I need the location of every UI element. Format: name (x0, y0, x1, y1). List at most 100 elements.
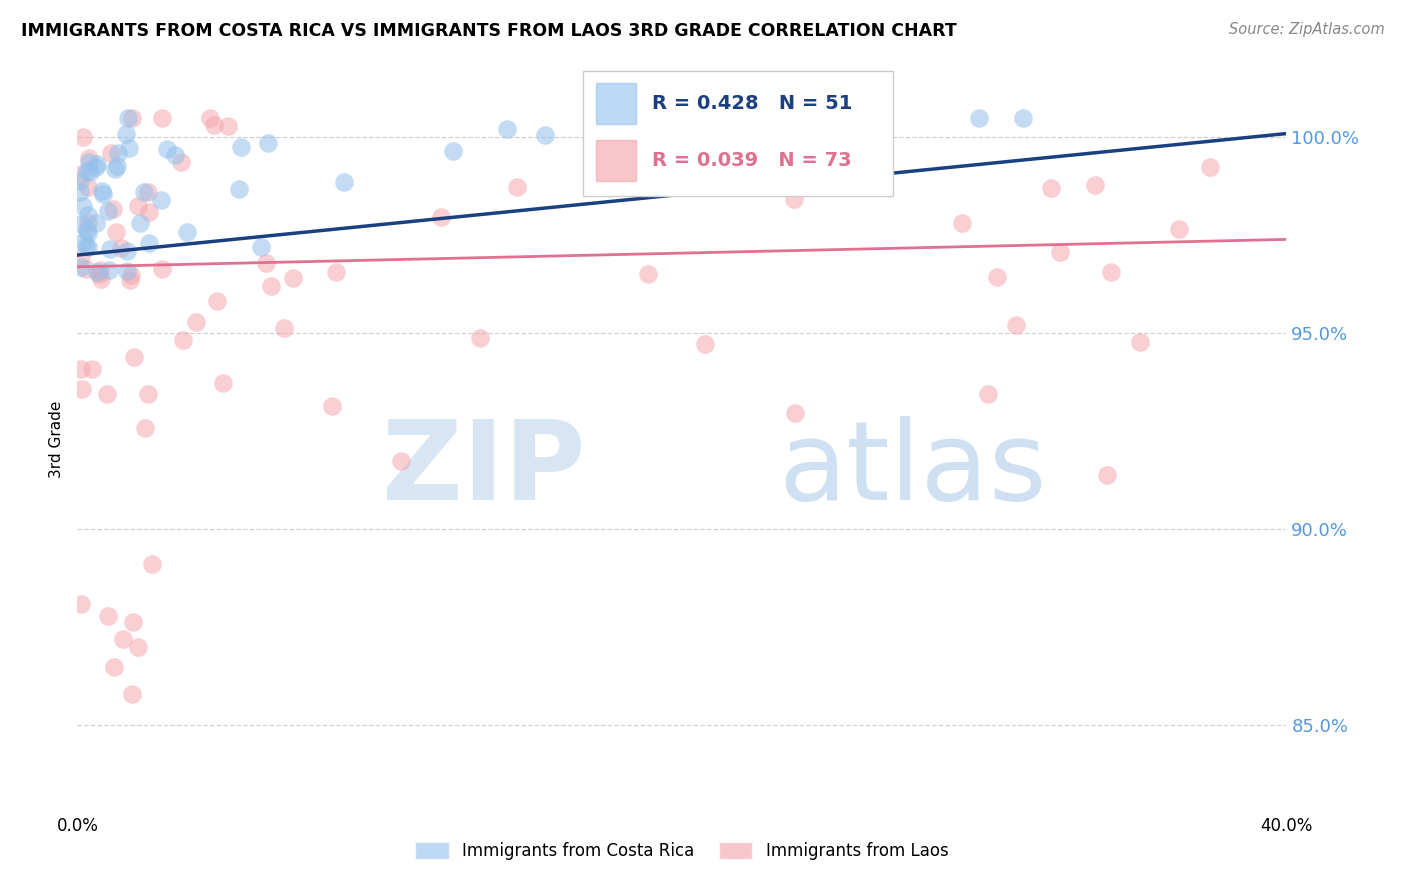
Point (84, 161, 107, 175)
Point (77, 216, 100, 230)
Text: IMMIGRANTS FROM COSTA RICA VS IMMIGRANTS FROM LAOS 3RD GRADE CORRELATION CHART: IMMIGRANTS FROM COSTA RICA VS IMMIGRANTS… (21, 22, 957, 40)
Point (97, 262, 120, 277)
Point (69, 260, 91, 274)
Point (205, 294, 228, 309)
Point (69, 169, 91, 183)
Point (1005, 318, 1028, 332)
Point (967, 111, 990, 125)
Point (588, 167, 610, 181)
Point (91, 184, 114, 198)
Point (1199, 160, 1222, 174)
Text: atlas: atlas (779, 416, 1047, 523)
Point (273, 321, 295, 335)
Point (103, 202, 125, 216)
Point (281, 271, 304, 285)
Point (79, 164, 101, 178)
Point (70, 382, 93, 396)
Point (430, 211, 453, 225)
Point (176, 225, 198, 239)
Point (91, 187, 114, 202)
Text: R = 0.039   N = 73: R = 0.039 N = 73 (651, 151, 851, 170)
Point (229, 139, 252, 153)
Point (76, 164, 98, 178)
Point (97, 204, 120, 219)
Point (257, 136, 280, 150)
Point (723, 161, 745, 176)
Point (1039, 181, 1062, 195)
Point (70, 597, 93, 611)
Point (952, 216, 974, 230)
Point (115, 127, 138, 141)
Point (704, 111, 727, 125)
Point (69, 185, 91, 199)
Point (70, 218, 93, 232)
Point (118, 141, 141, 155)
Point (685, 111, 707, 125)
Point (1129, 334, 1152, 349)
Text: Source: ZipAtlas.com: Source: ZipAtlas.com (1229, 22, 1385, 37)
Text: ZIP: ZIP (382, 416, 585, 523)
Point (84, 216, 107, 230)
Point (73, 235, 96, 249)
FancyBboxPatch shape (596, 83, 636, 124)
Point (117, 111, 139, 125)
Point (96, 608, 118, 623)
Point (172, 333, 194, 347)
Point (134, 186, 156, 200)
Point (69, 250, 91, 264)
Point (506, 180, 529, 194)
Point (198, 111, 221, 125)
Point (163, 147, 186, 161)
Point (110, 242, 132, 256)
Point (120, 268, 142, 283)
Point (107, 145, 129, 160)
Point (496, 122, 519, 136)
Point (80, 361, 103, 376)
Point (70, 362, 93, 376)
Point (441, 144, 464, 158)
Point (72, 130, 94, 145)
Point (1049, 244, 1071, 259)
Point (100, 145, 122, 160)
Point (90, 272, 112, 286)
Point (1168, 221, 1191, 235)
Point (100, 242, 122, 256)
Point (389, 453, 412, 467)
Point (1099, 265, 1122, 279)
FancyBboxPatch shape (583, 71, 893, 196)
Point (75, 239, 97, 253)
Point (782, 192, 804, 206)
Point (76, 180, 98, 194)
Point (150, 193, 173, 207)
Point (986, 269, 1008, 284)
Point (103, 659, 125, 673)
Point (111, 632, 134, 647)
Text: R = 0.428   N = 51: R = 0.428 N = 51 (651, 94, 852, 112)
Point (1011, 111, 1033, 125)
Point (136, 386, 159, 401)
Point (325, 265, 347, 279)
Point (156, 142, 179, 156)
Point (75, 262, 97, 277)
Point (89, 263, 111, 277)
Point (103, 162, 125, 177)
Y-axis label: 3rd Grade: 3rd Grade (49, 401, 65, 478)
Point (212, 376, 235, 390)
Legend: Immigrants from Costa Rica, Immigrants from Laos: Immigrants from Costa Rica, Immigrants f… (409, 835, 955, 867)
Point (105, 160, 128, 174)
Point (77, 227, 100, 241)
Point (138, 205, 160, 219)
Point (534, 128, 557, 142)
Point (76, 223, 98, 237)
Point (150, 261, 173, 276)
Point (134, 421, 156, 435)
Point (202, 118, 225, 132)
Point (138, 235, 160, 250)
Point (977, 387, 1000, 401)
Point (121, 687, 143, 701)
Point (69, 174, 91, 188)
Point (260, 278, 283, 293)
Point (118, 273, 141, 287)
Point (693, 337, 716, 351)
Point (76, 240, 98, 254)
